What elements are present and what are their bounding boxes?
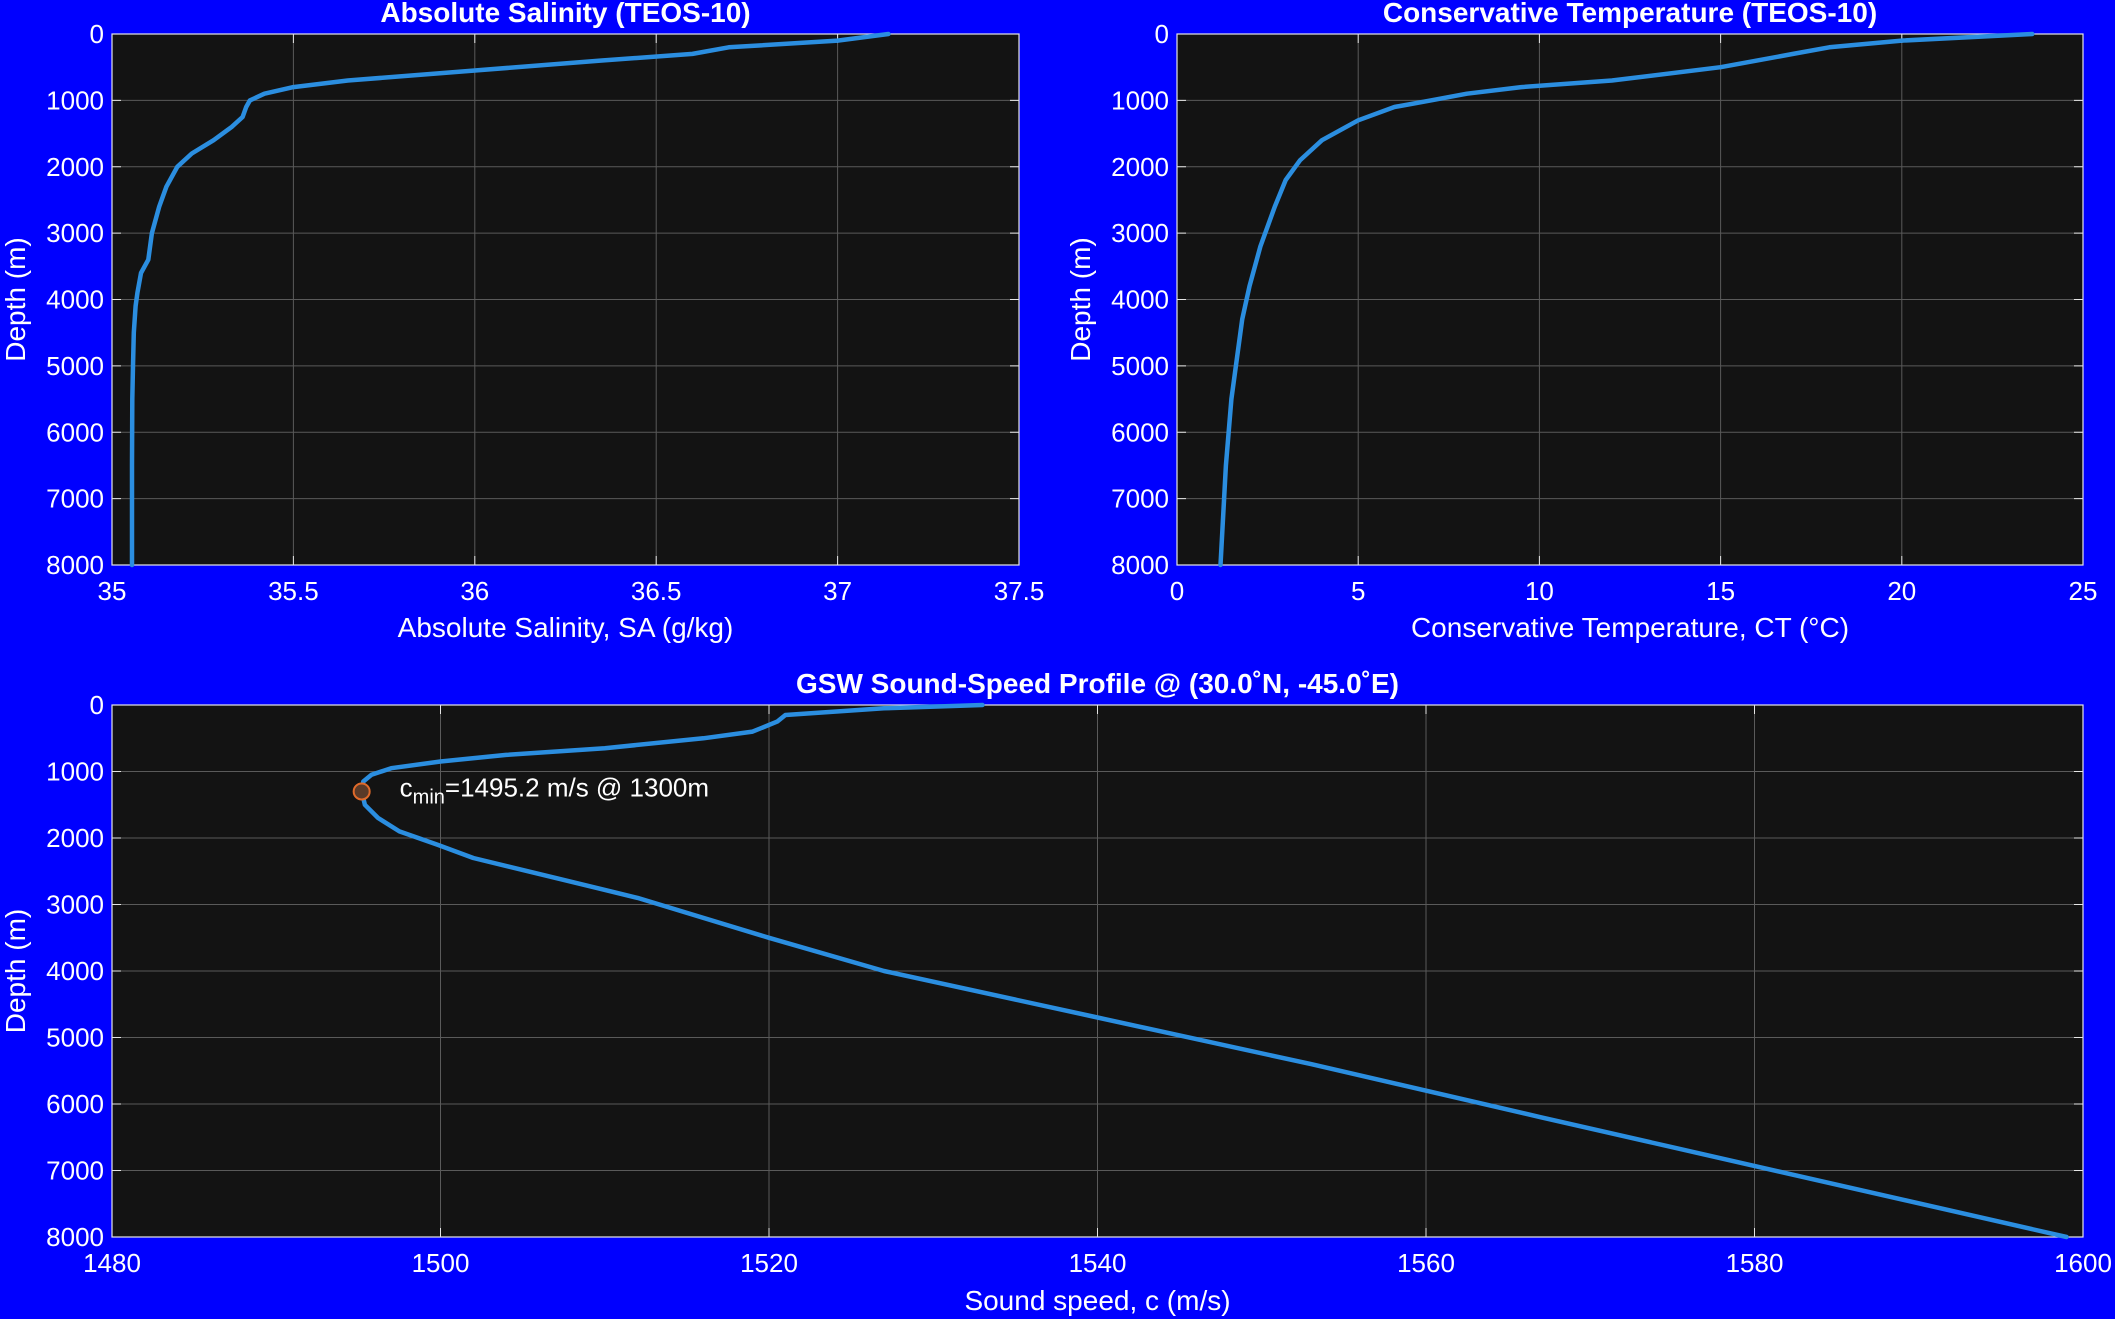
soundspeed-ytick-label: 4000: [46, 956, 104, 986]
salinity-ytick-label: 4000: [46, 285, 104, 315]
salinity-ytick-label: 3000: [46, 218, 104, 248]
soundspeed-ytick-label: 6000: [46, 1089, 104, 1119]
soundspeed-cmin-annotation: cmin=1495.2 m/s @ 1300m: [400, 772, 709, 808]
salinity-ytick-label: 5000: [46, 351, 104, 381]
soundspeed-cmin-marker: [352, 782, 371, 801]
temperature-yaxis-label: Depth (m): [1065, 237, 1096, 361]
salinity-ytick-label: 2000: [46, 152, 104, 182]
temperature-ytick-label: 1000: [1111, 85, 1169, 115]
soundspeed-ytick-label: 1000: [46, 757, 104, 787]
salinity-xtick-label: 35: [98, 576, 127, 606]
temperature-xtick-label: 15: [1706, 576, 1735, 606]
temperature-xtick-label: 10: [1525, 576, 1554, 606]
temperature-xtick-label: 0: [1170, 576, 1184, 606]
soundspeed-ytick-label: 7000: [46, 1156, 104, 1186]
temperature-xtick-label: 20: [1887, 576, 1916, 606]
temperature-title: Conservative Temperature (TEOS-10): [1383, 0, 1877, 28]
temperature-ytick-label: 8000: [1111, 550, 1169, 580]
soundspeed-series-line: [359, 702, 2069, 1240]
temperature-axes: 0 5 10 15 20 25 0 1000 2000 3000 4000 5000 6000 7000 8…: [1065, 0, 2097, 643]
salinity-xtick-label: 35.5: [268, 576, 319, 606]
temperature-xaxis-label: Conservative Temperature, CT (°C): [1411, 612, 1849, 643]
temperature-ytick-label: 6000: [1111, 417, 1169, 447]
soundspeed-ytick-label: 2000: [46, 823, 104, 853]
temperature-ytick-label: 4000: [1111, 285, 1169, 315]
temperature-ytick-label: 7000: [1111, 484, 1169, 514]
salinity-axes: 35 35.5 36 36.5 37 37.5 0 1000 2000 3000 4000 5000 6…: [0, 0, 1044, 643]
salinity-title: Absolute Salinity (TEOS-10): [380, 0, 750, 28]
temperature-ytick-label: 2000: [1111, 152, 1169, 182]
temperature-ytick-label: 3000: [1111, 218, 1169, 248]
temperature-xtick-label: 5: [1351, 576, 1365, 606]
temperature-xtick-label: 25: [2069, 576, 2098, 606]
salinity-xtick-label: 36.5: [631, 576, 682, 606]
salinity-series-line: [129, 31, 891, 568]
soundspeed-xtick-label: 1560: [1397, 1248, 1455, 1278]
soundspeed-xtick-label: 1500: [412, 1248, 470, 1278]
salinity-yaxis-label: Depth (m): [0, 237, 31, 361]
salinity-xtick-label: 37: [823, 576, 852, 606]
soundspeed-xtick-label: 1540: [1069, 1248, 1127, 1278]
salinity-ytick-label: 6000: [46, 417, 104, 447]
soundspeed-yaxis-label: Depth (m): [0, 909, 31, 1033]
soundspeed-title: GSW Sound-Speed Profile @ (30.0˚N, -45.0…: [796, 668, 1399, 699]
temperature-series-line: [1218, 31, 2035, 568]
salinity-ytick-label: 1000: [46, 85, 104, 115]
temperature-ytick-label: 5000: [1111, 351, 1169, 381]
salinity-ytick-label: 0: [90, 19, 104, 49]
soundspeed-axes: 1480 1500 1520 1540 1560 1580 1600 0 1000 2000 300…: [0, 668, 2112, 1316]
soundspeed-xtick-label: 1580: [1726, 1248, 1784, 1278]
soundspeed-ytick-label: 5000: [46, 1023, 104, 1053]
soundspeed-ytick-label: 8000: [46, 1222, 104, 1252]
salinity-ytick-label: 8000: [46, 550, 104, 580]
soundspeed-xtick-label: 1600: [2054, 1248, 2112, 1278]
soundspeed-ytick-label: 3000: [46, 890, 104, 920]
temperature-ytick-label: 0: [1155, 19, 1169, 49]
soundspeed-xtick-label: 1520: [740, 1248, 798, 1278]
soundspeed-xtick-label: 1480: [83, 1248, 141, 1278]
salinity-xtick-label: 36: [460, 576, 489, 606]
soundspeed-xaxis-label: Sound speed, c (m/s): [964, 1285, 1230, 1316]
salinity-xaxis-label: Absolute Salinity, SA (g/kg): [398, 612, 734, 643]
salinity-xtick-label: 37.5: [994, 576, 1045, 606]
soundspeed-ytick-label: 0: [90, 690, 104, 720]
salinity-ytick-label: 7000: [46, 484, 104, 514]
